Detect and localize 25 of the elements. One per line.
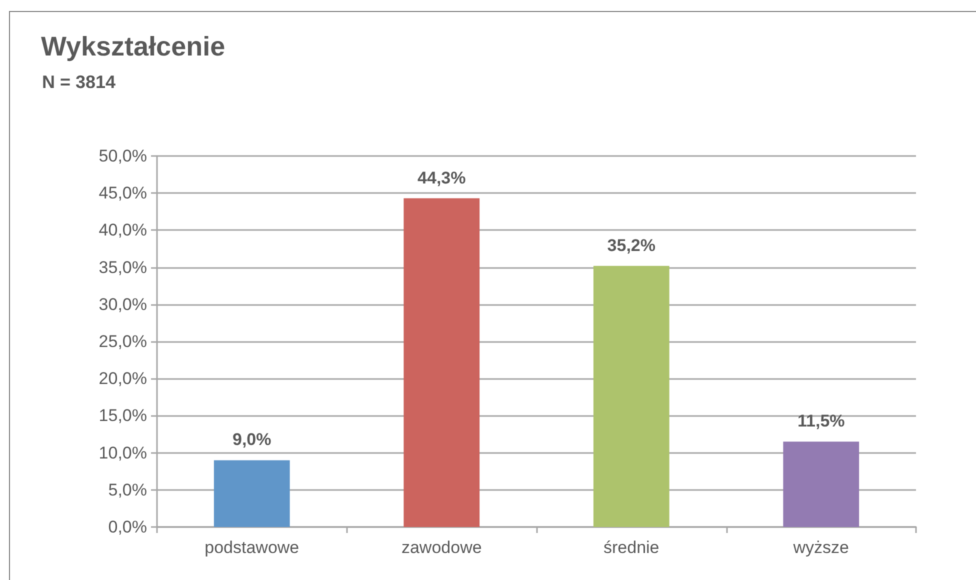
data-label: 44,3% [418,168,466,188]
y-tick-label: 25,0% [98,332,147,351]
y-tick-label: 40,0% [98,220,147,240]
data-label: 9,0% [232,430,272,450]
bar [404,198,480,527]
chart-title: Wykształcenie [41,32,226,62]
y-tick-label: 20,0% [98,369,147,388]
x-tick-label: średnie [603,538,660,557]
y-tick-label: 0,0% [108,518,147,536]
bar [783,442,860,527]
bar [593,266,670,527]
y-tick-label: 10,0% [98,443,147,462]
x-tick-label: podstawowe [204,538,300,557]
y-tick-label: 50,0% [98,146,147,166]
y-tick-label: 30,0% [98,294,147,314]
y-tick-label: 35,0% [98,258,147,277]
y-tick-label: 15,0% [98,406,147,426]
bar [214,460,290,527]
x-tick-label: wyższe [792,538,849,557]
y-tick-label: 45,0% [98,184,147,203]
y-tick-label: 5,0% [108,480,147,500]
chart-subtitle: N = 3814 [42,72,116,92]
x-tick-label: zawodowe [401,538,482,557]
data-label: 11,5% [797,412,845,431]
data-label: 35,2% [607,236,656,255]
